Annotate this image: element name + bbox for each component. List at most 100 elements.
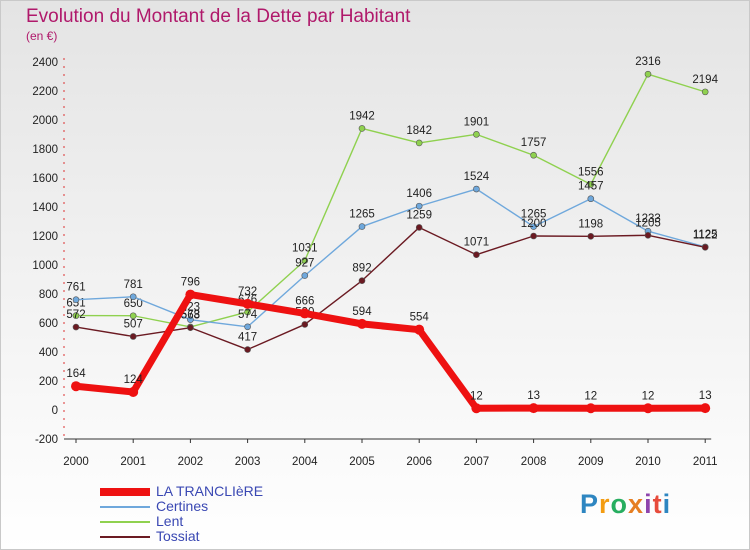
x-tick-label: 2002 bbox=[178, 456, 204, 468]
data-point bbox=[415, 139, 423, 147]
x-tick-label: 2010 bbox=[635, 456, 661, 468]
data-point bbox=[358, 277, 366, 284]
data-point bbox=[643, 403, 653, 414]
data-label: 12 bbox=[470, 390, 483, 402]
y-tick-label: -200 bbox=[35, 434, 58, 446]
data-label: 1265 bbox=[521, 209, 547, 221]
data-point bbox=[587, 181, 595, 188]
data-label: 1842 bbox=[406, 125, 432, 137]
data-label: 594 bbox=[352, 306, 372, 318]
y-tick-label: 2000 bbox=[32, 115, 58, 127]
series-line bbox=[72, 291, 709, 412]
data-label: 1942 bbox=[349, 110, 375, 122]
data-point bbox=[244, 323, 251, 331]
data-label: 1259 bbox=[406, 209, 432, 221]
y-tick-label: 2200 bbox=[32, 86, 58, 98]
data-label: 1233 bbox=[635, 213, 661, 225]
logo-letter: r bbox=[599, 489, 611, 519]
data-point bbox=[301, 321, 309, 328]
y-tick-label: 1600 bbox=[32, 173, 58, 185]
data-label: 1457 bbox=[578, 181, 604, 193]
y-tick-label: 1400 bbox=[32, 202, 58, 214]
legend-swatch bbox=[100, 506, 150, 508]
data-point bbox=[242, 298, 253, 309]
data-point bbox=[473, 251, 480, 259]
data-label: 1071 bbox=[464, 237, 490, 249]
y-tick-label: 1200 bbox=[32, 231, 58, 243]
data-point bbox=[644, 231, 652, 239]
data-label: 2316 bbox=[635, 56, 661, 68]
data-point bbox=[414, 324, 425, 335]
data-point bbox=[72, 296, 80, 303]
x-tick-label: 2005 bbox=[349, 456, 375, 468]
logo-letter: o bbox=[610, 489, 629, 519]
data-label: 574 bbox=[238, 309, 258, 321]
series-line bbox=[75, 188, 706, 328]
data-point bbox=[528, 403, 539, 414]
y-tick-label: 800 bbox=[39, 289, 58, 301]
data-point bbox=[301, 257, 309, 264]
data-point bbox=[358, 125, 366, 132]
logo-letter: i bbox=[662, 489, 672, 519]
data-label: 507 bbox=[124, 318, 143, 330]
data-label: 761 bbox=[66, 282, 85, 294]
data-label: 1205 bbox=[635, 217, 661, 229]
y-tick-label: 0 bbox=[52, 405, 58, 417]
data-label: 796 bbox=[181, 277, 200, 289]
x-tick-label: 2008 bbox=[521, 456, 547, 468]
x-tick-label: 2007 bbox=[464, 456, 490, 468]
legend-swatch bbox=[100, 521, 150, 523]
data-point bbox=[129, 293, 137, 301]
data-label: 1122 bbox=[693, 229, 718, 241]
data-label: 124 bbox=[124, 374, 144, 386]
data-point bbox=[358, 223, 366, 230]
data-point bbox=[299, 308, 310, 319]
data-point bbox=[71, 381, 81, 392]
proxiti-logo: Proxiti bbox=[580, 489, 671, 520]
data-label: 417 bbox=[238, 332, 257, 344]
legend-label: Tossiat bbox=[156, 528, 200, 544]
x-tick-label: 2011 bbox=[693, 456, 718, 468]
data-point bbox=[587, 232, 595, 240]
data-point bbox=[129, 333, 137, 340]
y-tick-label: 600 bbox=[39, 318, 58, 330]
legend-swatch bbox=[100, 488, 150, 496]
x-tick-label: 2003 bbox=[235, 456, 261, 468]
data-label: 1524 bbox=[464, 171, 490, 183]
data-point bbox=[244, 308, 251, 316]
legend-label: Lent bbox=[156, 513, 184, 529]
data-point bbox=[530, 232, 537, 240]
data-point bbox=[585, 403, 596, 414]
chart-unit: (en €) bbox=[26, 29, 58, 43]
data-label: 1125 bbox=[693, 229, 718, 241]
data-point bbox=[530, 151, 537, 159]
data-label: 12 bbox=[642, 390, 655, 402]
y-tick-label: 1800 bbox=[32, 144, 58, 156]
data-point bbox=[415, 224, 423, 231]
data-label: 1265 bbox=[349, 209, 375, 221]
x-tick-label: 2006 bbox=[406, 456, 432, 468]
data-label: 1198 bbox=[578, 218, 603, 230]
series-line bbox=[75, 73, 706, 328]
legend-label: Certines bbox=[156, 498, 209, 514]
data-label: 781 bbox=[124, 279, 143, 291]
data-point bbox=[701, 88, 709, 96]
data-label: 164 bbox=[66, 368, 86, 380]
y-tick-label: 2400 bbox=[32, 57, 58, 69]
data-point bbox=[473, 185, 480, 193]
data-label: 650 bbox=[124, 298, 143, 310]
logo-letter: i bbox=[644, 489, 653, 519]
data-label: 1556 bbox=[578, 166, 604, 178]
data-point bbox=[187, 324, 194, 331]
logo-letter: x bbox=[628, 489, 645, 519]
data-point bbox=[701, 244, 709, 251]
data-point bbox=[72, 323, 80, 331]
y-tick-label: 400 bbox=[39, 347, 58, 359]
data-point bbox=[700, 403, 711, 414]
data-point bbox=[644, 70, 652, 78]
data-point bbox=[187, 316, 194, 323]
x-tick-label: 2001 bbox=[120, 456, 146, 468]
data-label: 554 bbox=[410, 312, 430, 324]
data-point bbox=[587, 195, 595, 203]
